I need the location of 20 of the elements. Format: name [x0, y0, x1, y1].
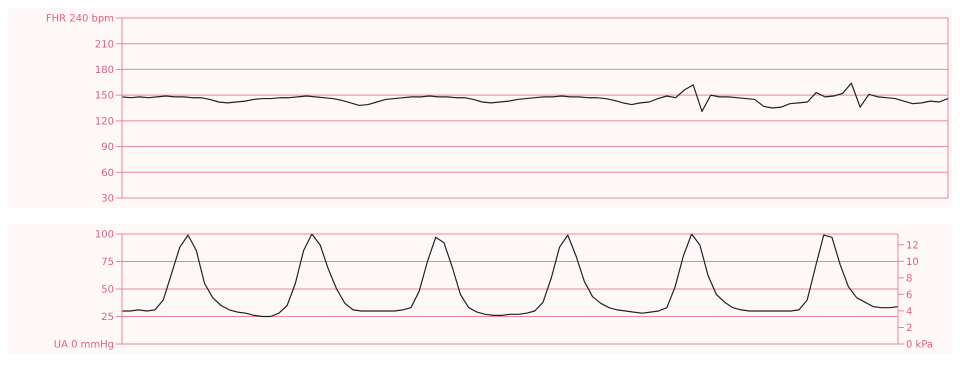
y-tick-label: UA 0 mmHg: [54, 340, 114, 351]
y2-tick-label: 12: [906, 240, 919, 252]
y-tick-label: FHR 240 bpm: [46, 14, 114, 25]
y-tick-label: 210: [94, 39, 114, 50]
y-tick-label: 75: [101, 257, 114, 268]
y2-tick-label: 6: [906, 290, 912, 301]
y-tick-label: 100: [94, 230, 114, 241]
y-tick-label: 120: [94, 116, 114, 128]
y-tick-label: 25: [101, 312, 114, 324]
y-tick-label: 150: [94, 90, 114, 102]
y-tick-label: 30: [101, 194, 114, 205]
y2-tick-label: 4: [906, 306, 912, 318]
y2-tick-label: 2: [906, 323, 912, 334]
y-tick-label: 50: [101, 284, 114, 296]
y2-tick-label: 10: [906, 256, 919, 268]
y-tick-label: 60: [101, 168, 114, 179]
y2-tick-label: 0 kPa: [906, 340, 934, 351]
y2-tick-label: 8: [906, 273, 912, 284]
y-tick-label: 180: [94, 64, 114, 76]
y-tick-label: 90: [101, 142, 114, 154]
